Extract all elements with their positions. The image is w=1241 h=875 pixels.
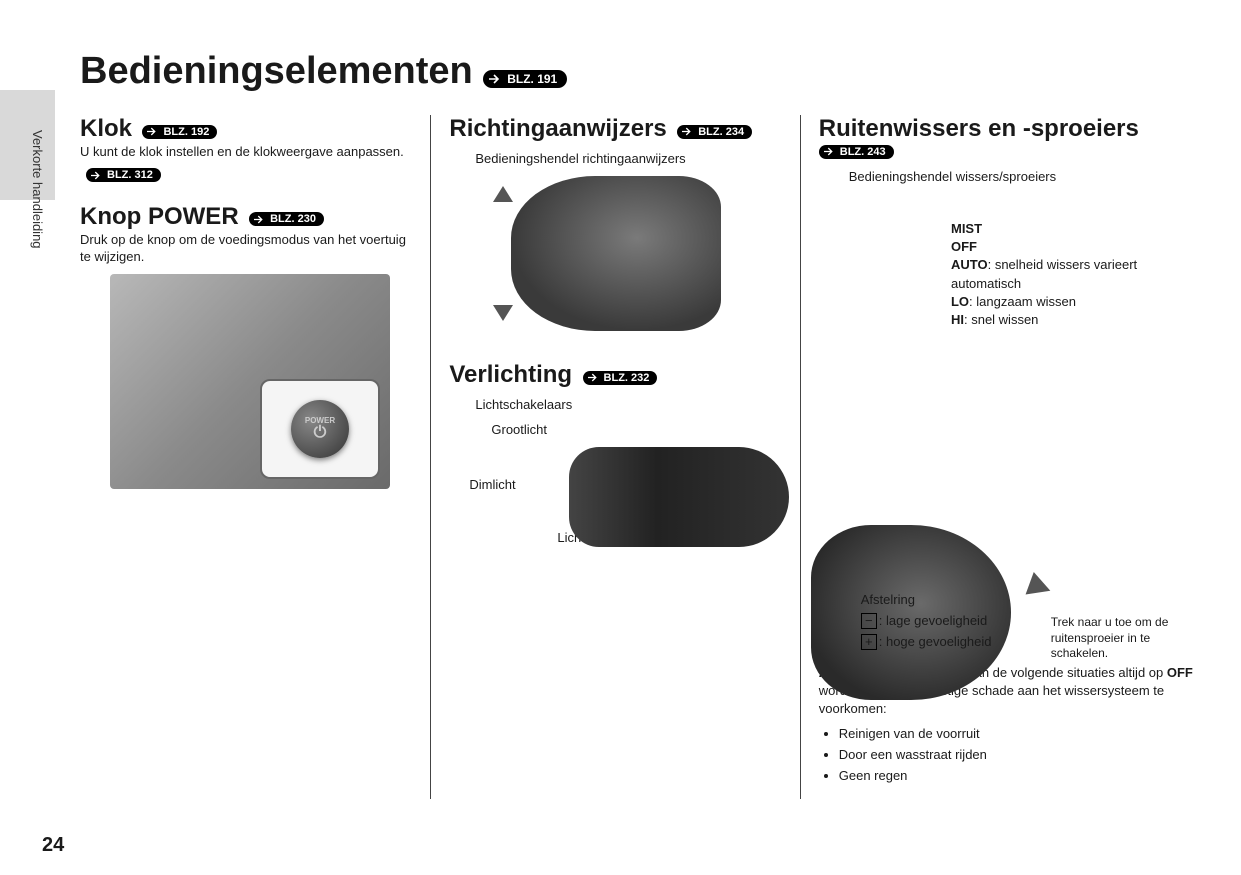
power-button-icon: POWER ⏻: [291, 400, 349, 458]
light-labels-block: Grootlicht Dimlicht Lichtsignaal: [449, 422, 781, 562]
mode-hi-desc: : snel wissen: [964, 312, 1038, 327]
mode-mist-label: MIST: [951, 221, 982, 236]
afstelring-block: Afstelring −: lage gevoeligheid +: hoge …: [861, 590, 992, 652]
light-switch-image: [569, 447, 789, 547]
arrow-right-icon: [489, 74, 503, 84]
warning-list: Reinigen van de voorruit Door een wasstr…: [819, 725, 1201, 786]
power-dashboard-image: POWER ⏻: [110, 274, 390, 489]
ruitenwissers-page-ref[interactable]: BLZ. 243: [819, 145, 894, 159]
wiper-modes-list: MIST OFF AUTO: snelheid wissers varieert…: [951, 220, 1201, 329]
warning-item: Door een wasstraat rijden: [839, 746, 1201, 764]
minus-box-icon: −: [861, 613, 877, 629]
richtingaanwijzers-page-ref[interactable]: BLZ. 234: [677, 125, 752, 139]
lever-down-arrow-icon: [493, 305, 513, 321]
main-page-ref[interactable]: BLZ. 191: [483, 70, 567, 88]
section-verlichting: Verlichting BLZ. 232 Lichtschakelaars Gr…: [449, 361, 781, 562]
klok-page-ref-2-text: BLZ. 312: [107, 169, 153, 181]
column-1: Klok BLZ. 192 U kunt de klok instellen e…: [80, 115, 430, 799]
verlichting-page-ref-text: BLZ. 232: [604, 372, 650, 384]
arrow-right-icon: [147, 127, 159, 136]
main-title: Bedieningselementen: [80, 50, 473, 93]
arrow-right-icon: [588, 373, 600, 382]
richtingaanwijzers-title: Richtingaanwijzers: [449, 115, 666, 142]
warning-item: Reinigen van de voorruit: [839, 725, 1201, 743]
afstelring-plus: +: hoge gevoeligheid: [861, 632, 992, 653]
side-tab: [0, 90, 55, 200]
klok-body: U kunt de klok instellen en de klokweerg…: [80, 143, 412, 161]
ruitenwissers-caption: Bedieningshendel wissers/sproeiers: [849, 169, 1201, 184]
afstelring-plus-text: : hoge gevoeligheid: [879, 634, 992, 649]
power-title: Knop POWER: [80, 203, 239, 230]
grootlicht-label: Grootlicht: [491, 422, 547, 437]
lever-up-arrow-icon: [493, 186, 513, 202]
ruitenwissers-page-ref-text: BLZ. 243: [840, 146, 886, 158]
plus-box-icon: +: [861, 634, 877, 650]
section-richtingaanwijzers: Richtingaanwijzers BLZ. 234 Bedieningshe…: [449, 115, 781, 331]
mode-hi: HI: snel wissen: [951, 311, 1201, 329]
dimlicht-label: Dimlicht: [469, 477, 515, 492]
klok-title: Klok: [80, 115, 132, 142]
power-body: Druk op de knop om de voedingsmodus van …: [80, 231, 412, 266]
verlichting-title: Verlichting: [449, 361, 572, 388]
pull-note: Trek naar u toe om de ruitensproeier in …: [1051, 615, 1181, 662]
mode-auto: AUTO: snelheid wissers varieert automati…: [951, 256, 1201, 292]
afstelring-title: Afstelring: [861, 590, 992, 611]
klok-page-ref-2[interactable]: BLZ. 312: [86, 168, 161, 182]
mode-auto-label: AUTO: [951, 257, 988, 272]
mode-off-label: OFF: [951, 239, 977, 254]
main-page-ref-text: BLZ. 191: [507, 72, 557, 86]
klok-page-ref-text: BLZ. 192: [163, 126, 209, 138]
columns: Klok BLZ. 192 U kunt de klok instellen e…: [80, 115, 1201, 799]
page-number: 24: [42, 834, 64, 857]
klok-page-ref[interactable]: BLZ. 192: [142, 125, 217, 139]
power-page-ref-text: BLZ. 230: [270, 213, 316, 225]
turn-signal-lever-image: [511, 176, 721, 331]
pull-arrow-icon: [1025, 572, 1054, 602]
arrow-right-icon: [824, 147, 836, 156]
mode-lo-desc: : langzaam wissen: [969, 294, 1076, 309]
richtingaanwijzers-caption: Bedieningshendel richtingaanwijzers: [475, 151, 781, 166]
warning-item: Geen regen: [839, 767, 1201, 785]
power-page-ref[interactable]: BLZ. 230: [249, 212, 324, 226]
afstelring-minus: −: lage gevoeligheid: [861, 611, 992, 632]
afstelring-minus-text: : lage gevoeligheid: [879, 613, 987, 628]
power-button-callout: POWER ⏻: [260, 379, 380, 479]
page-content: Bedieningselementen BLZ. 191 Klok BLZ. 1…: [80, 50, 1201, 825]
column-2: Richtingaanwijzers BLZ. 234 Bedieningshe…: [431, 115, 799, 799]
power-icon: ⏻: [314, 425, 327, 441]
section-power: Knop POWER BLZ. 230 Druk op de knop om d…: [80, 203, 412, 489]
mode-hi-label: HI: [951, 312, 964, 327]
mode-mist: MIST: [951, 220, 1201, 238]
warning-off-bold: OFF: [1167, 665, 1193, 680]
mode-off: OFF: [951, 238, 1201, 256]
verlichting-page-ref[interactable]: BLZ. 232: [583, 371, 658, 385]
title-row: Bedieningselementen BLZ. 191: [80, 50, 1201, 107]
side-label: Verkorte handleiding: [30, 130, 45, 249]
column-3: Ruitenwissers en -sproeiers BLZ. 243 Bed…: [801, 115, 1201, 799]
arrow-right-icon: [91, 171, 103, 180]
mode-lo: LO: langzaam wissen: [951, 293, 1201, 311]
arrow-right-icon: [254, 215, 266, 224]
section-klok: Klok BLZ. 192 U kunt de klok instellen e…: [80, 115, 412, 185]
ruitenwissers-title: Ruitenwissers en -sproeiers: [819, 115, 1139, 142]
verlichting-caption: Lichtschakelaars: [475, 397, 781, 412]
richtingaanwijzers-page-ref-text: BLZ. 234: [698, 126, 744, 138]
arrow-right-icon: [682, 127, 694, 136]
mode-lo-label: LO: [951, 294, 969, 309]
section-ruitenwissers: Ruitenwissers en -sproeiers BLZ. 243 Bed…: [819, 115, 1201, 785]
